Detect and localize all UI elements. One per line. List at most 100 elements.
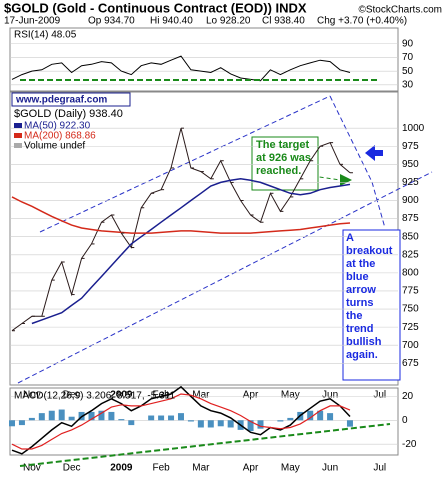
histogram-bar xyxy=(9,420,15,427)
annotation-line: A xyxy=(346,232,354,244)
website-box xyxy=(11,92,131,107)
y-tick-label: 775 xyxy=(402,286,419,297)
target-box xyxy=(251,136,319,191)
blue-arrow xyxy=(365,145,383,161)
website: www.pdegraaf.com xyxy=(15,95,107,106)
x-tick-label: Feb xyxy=(152,463,170,474)
legend-entry: $GOLD (Daily) 938.40 xyxy=(14,108,123,120)
histogram-bar xyxy=(317,410,324,421)
annotation-line: breakout xyxy=(346,245,393,257)
histogram-bar xyxy=(227,420,234,428)
y-tick-label: 800 xyxy=(402,268,419,279)
histogram-bar xyxy=(247,420,254,432)
symbol-title: $GOLD (Gold - Continuous Contract (EOD))… xyxy=(4,0,307,15)
annotation-line: trend xyxy=(346,323,374,335)
annotation-line: arrow xyxy=(346,284,376,296)
x-tick-label: Mar xyxy=(192,463,210,474)
macd-label: MACD(12,26,9) 3.206, 8.517, -5.311 xyxy=(14,391,175,402)
histogram-bar xyxy=(168,415,175,421)
histogram-bar xyxy=(287,417,294,421)
legend-swatch xyxy=(14,133,22,138)
y-tick-label: 675 xyxy=(402,358,419,369)
close: Cl 938.40 xyxy=(262,16,305,27)
x-tick-label: Nov xyxy=(23,390,41,401)
rsi-label: RSI(14) 48.05 xyxy=(14,30,77,41)
y-tick-label: 975 xyxy=(402,141,419,152)
x-tick-label: 2009 xyxy=(110,390,133,401)
histogram-bar xyxy=(58,409,65,421)
histogram-bar xyxy=(158,415,165,421)
histogram-bar xyxy=(187,420,194,422)
source: ©StockCharts.com xyxy=(358,5,442,16)
y-tick-label: 30 xyxy=(402,79,414,90)
histogram-bar xyxy=(207,420,214,428)
x-tick-label: Feb xyxy=(152,390,170,401)
x-tick-label: Nov xyxy=(23,463,41,474)
annotation-line: blue xyxy=(346,271,369,283)
histogram-bar xyxy=(327,413,334,421)
histogram-bar xyxy=(68,416,75,421)
legend-entry: MA(50) 922.30 xyxy=(24,121,91,132)
y-tick-label: 950 xyxy=(402,159,419,170)
line xyxy=(11,385,351,455)
y-tick-label: 750 xyxy=(402,304,419,315)
histogram-bar xyxy=(98,410,105,421)
histogram-bar xyxy=(128,420,135,426)
annotation-line: reached. xyxy=(256,165,301,177)
legend-entry: Volume undef xyxy=(24,141,85,152)
rsi-panel xyxy=(9,27,399,92)
annotation-line: at 926 was xyxy=(256,152,311,164)
x-tick-label: May xyxy=(281,390,300,401)
histogram-bar xyxy=(307,410,314,421)
annotation-line: The target xyxy=(256,139,310,151)
x-tick-label: 2009 xyxy=(110,463,133,474)
macd-support xyxy=(19,423,391,467)
histogram-bar xyxy=(277,420,284,422)
y-tick-label: 725 xyxy=(402,322,419,333)
histogram-bar xyxy=(118,419,125,421)
histogram-bar xyxy=(257,420,264,429)
low: Lo 928.20 xyxy=(206,16,251,27)
y-tick-label: 0 xyxy=(402,415,408,426)
y-tick-label: 825 xyxy=(402,249,419,260)
x-tick-label: Apr xyxy=(243,390,259,401)
y-tick-label: 20 xyxy=(402,391,414,402)
legend-swatch xyxy=(14,143,22,148)
change: Chg +3.70 (+0.40%) xyxy=(317,16,407,27)
line xyxy=(11,55,351,82)
x-tick-label: Mar xyxy=(192,390,210,401)
x-tick-label: Jun xyxy=(322,463,338,474)
annotation-line: again. xyxy=(346,349,378,361)
high: Hi 940.40 xyxy=(150,16,193,27)
x-tick-label: Jun xyxy=(322,390,338,401)
histogram-bar xyxy=(38,413,45,421)
open: Op 934.70 xyxy=(88,16,135,27)
histogram-bar xyxy=(18,420,25,426)
x-tick-label: May xyxy=(281,463,300,474)
y-tick-label: 700 xyxy=(402,340,419,351)
line xyxy=(11,196,351,234)
trend-channel xyxy=(17,95,433,384)
y-tick-label: 1000 xyxy=(402,123,425,134)
annotation-line: bullish xyxy=(346,336,382,348)
histogram-bar xyxy=(177,413,184,421)
histogram-bar xyxy=(217,420,224,427)
y-tick-label: 850 xyxy=(402,231,419,242)
histogram-bar xyxy=(28,417,35,421)
histogram-bar xyxy=(346,420,353,427)
y-tick-label: 90 xyxy=(402,38,414,49)
x-tick-label: Dec xyxy=(63,463,81,474)
y-tick-label: 875 xyxy=(402,213,419,224)
x-tick-label: Jul xyxy=(373,390,386,401)
x-tick-label: Apr xyxy=(243,463,259,474)
legend-entry: MA(200) 868.86 xyxy=(24,131,96,142)
histogram-bar xyxy=(108,411,115,421)
annotation: The target at 926 was reached. xyxy=(256,139,311,177)
y-tick-label: 70 xyxy=(402,52,414,63)
x-tick-label: Jul xyxy=(373,463,386,474)
line xyxy=(11,393,351,450)
histogram-bar xyxy=(48,410,55,421)
y-tick-label: 925 xyxy=(402,177,419,188)
